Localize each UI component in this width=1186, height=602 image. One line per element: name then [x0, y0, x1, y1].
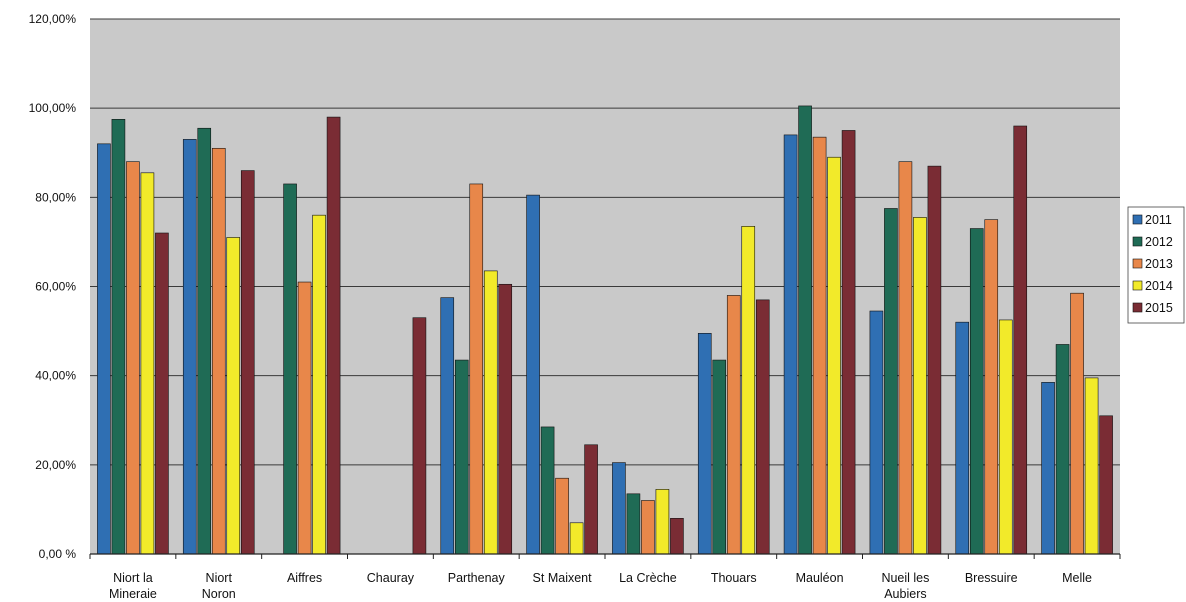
bar — [898, 161, 913, 555]
bar — [569, 522, 584, 555]
category-label: Melle — [1062, 571, 1092, 585]
y-axis-tick-labels: 0,00 % 20,00% 40,00% 60,00% 80,00% 100,00% 120… — [29, 12, 77, 561]
bar — [1070, 292, 1084, 555]
bar — [1084, 377, 1099, 555]
bar — [626, 493, 641, 555]
category-label: La Crèche — [619, 571, 677, 585]
legend-label: 2011 — [1145, 213, 1172, 227]
bar — [670, 518, 684, 555]
y-tick-label: 60,00% — [35, 280, 76, 294]
bar — [827, 156, 841, 555]
bar — [584, 444, 598, 555]
bar — [197, 127, 212, 555]
category-labels: Niort la Mineraie Niort Noron Aiffres Chauray… — [109, 571, 1092, 601]
bar — [969, 228, 984, 555]
bar — [812, 136, 827, 555]
bar — [312, 214, 326, 555]
y-tick-label: 100,00% — [29, 101, 77, 115]
bar — [440, 297, 455, 555]
y-tick-label: 80,00% — [35, 190, 76, 204]
legend-swatch — [1132, 280, 1143, 291]
bar — [612, 462, 626, 555]
bar — [240, 170, 255, 555]
bar — [697, 333, 712, 555]
bar — [498, 283, 513, 555]
bar — [297, 281, 312, 555]
bar — [741, 226, 756, 555]
bar — [1099, 415, 1113, 555]
bar — [97, 143, 111, 555]
bar — [111, 119, 126, 555]
legend-label: 2014 — [1145, 279, 1173, 293]
legend-label: 2012 — [1145, 235, 1173, 249]
bar — [182, 139, 197, 555]
bar — [984, 219, 999, 555]
bar — [155, 232, 169, 555]
bar — [555, 477, 569, 555]
category-label: Aiffres — [287, 571, 322, 585]
legend: 2011 2012 2013 2014 2015 — [1127, 206, 1185, 324]
bar — [412, 317, 427, 555]
bar — [483, 270, 498, 555]
category-label: Niort Noron — [202, 571, 236, 601]
legend-swatch — [1132, 302, 1143, 313]
bar — [454, 359, 469, 555]
bar — [226, 237, 241, 555]
bar — [526, 194, 540, 555]
bar — [1055, 344, 1070, 555]
category-label: Thouars — [711, 571, 757, 585]
bar — [126, 161, 140, 555]
gridlines — [90, 18, 1120, 466]
bar — [783, 134, 798, 555]
legend-label: 2013 — [1145, 257, 1173, 271]
category-label: St Maixent — [533, 571, 593, 585]
legend-swatch — [1132, 214, 1143, 225]
bar — [712, 359, 727, 555]
x-axis-ticks — [89, 554, 1121, 559]
bar — [726, 295, 741, 555]
bar — [884, 208, 898, 555]
y-tick-label: 40,00% — [35, 369, 76, 383]
bar — [211, 147, 226, 555]
bar — [1013, 125, 1028, 555]
bar — [755, 299, 770, 555]
bar — [641, 500, 655, 555]
bar — [655, 489, 670, 555]
bar — [1041, 382, 1055, 555]
bar — [841, 130, 856, 555]
bar — [798, 105, 812, 555]
bar — [913, 217, 927, 555]
y-tick-label: 20,00% — [35, 458, 76, 472]
y-tick-label: 120,00% — [29, 12, 77, 26]
category-label: Parthenay — [448, 571, 506, 585]
bar — [540, 426, 555, 555]
category-label: Bressuire — [965, 571, 1018, 585]
legend-label: 2015 — [1145, 301, 1173, 315]
bar — [469, 183, 484, 555]
bar — [955, 321, 970, 555]
category-label: Mauléon — [796, 571, 844, 585]
category-label: Niort la Mineraie — [109, 571, 157, 601]
bar — [927, 165, 942, 555]
bar — [998, 319, 1013, 555]
bar — [283, 183, 297, 555]
y-tick-label: 0,00 % — [39, 547, 77, 561]
legend-swatch — [1132, 258, 1143, 269]
bar — [140, 172, 155, 555]
legend-swatch — [1132, 236, 1143, 247]
category-label: Chauray — [367, 571, 415, 585]
bar — [326, 116, 341, 555]
bar — [869, 310, 884, 555]
category-label: Nueil les Aubiers — [881, 571, 929, 601]
